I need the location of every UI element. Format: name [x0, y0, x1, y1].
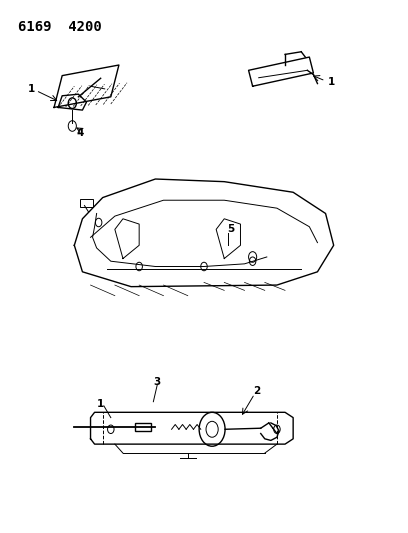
Text: 5: 5 — [227, 224, 234, 235]
Text: 1: 1 — [28, 84, 35, 94]
Text: 3: 3 — [154, 376, 161, 386]
Text: 1: 1 — [328, 77, 335, 87]
Text: 1: 1 — [97, 399, 104, 409]
Text: 6169  4200: 6169 4200 — [18, 20, 101, 34]
Text: 4: 4 — [77, 128, 84, 138]
Bar — [135, 423, 151, 431]
Text: 2: 2 — [253, 386, 260, 396]
